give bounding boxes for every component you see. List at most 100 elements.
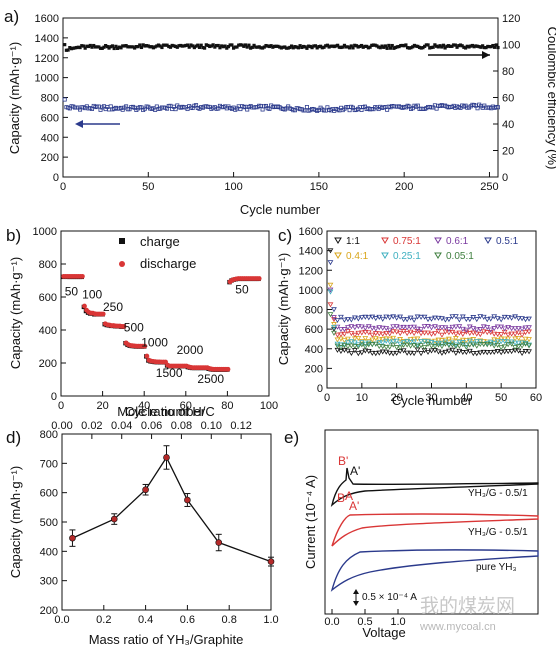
c-point-5	[494, 339, 501, 345]
a-efficiency-point	[221, 45, 225, 49]
a-efficiency-point	[121, 44, 125, 48]
a-efficiency-point	[254, 45, 258, 49]
c-point-4	[372, 336, 379, 342]
panel-c-x-ticks: 0 10 20 30 40 50 60	[324, 383, 542, 404]
c-point-4	[331, 322, 337, 328]
c-point-2	[484, 324, 491, 330]
a-efficiency-point	[127, 45, 132, 49]
panel-d-y-ticks: 200 300 400 500 600 700 800	[40, 429, 67, 617]
c-point-4	[327, 282, 334, 288]
a-efficiency-point	[173, 44, 178, 49]
c-point-1	[452, 331, 459, 337]
c-point-1	[338, 332, 344, 338]
a-efficiency-point	[131, 45, 135, 49]
c-point-4	[411, 336, 417, 342]
c-point-6	[331, 330, 337, 336]
c-point-1	[428, 331, 435, 337]
c-point-1	[512, 331, 518, 337]
d-data-point	[110, 515, 118, 523]
a-efficiency-point	[370, 43, 374, 47]
a-efficiency-point	[397, 44, 401, 49]
c-point-5	[432, 341, 438, 347]
a-efficiency-point	[438, 44, 442, 48]
panel-e-curve-navy	[330, 549, 539, 592]
a-ytick-label: 1400	[35, 33, 59, 45]
c-point-0	[512, 348, 518, 354]
a-efficiency-point	[491, 43, 495, 48]
a-efficiency-point	[225, 46, 229, 50]
a-efficiency-point	[259, 46, 263, 50]
a-efficiency-point	[185, 43, 190, 47]
d-ytick-label: 300	[40, 576, 58, 588]
c-point-3	[341, 317, 348, 323]
a-efficiency-point	[281, 45, 285, 49]
a-xtick-label: 250	[480, 181, 498, 193]
panel-c-label: c)	[278, 226, 292, 245]
c-point-3	[484, 317, 491, 323]
c-point-2	[456, 324, 463, 330]
c-point-5	[414, 342, 421, 348]
panel-e-peak-label-b: B	[337, 491, 345, 505]
c-xtick-label: 10	[356, 392, 368, 404]
d-ytick-label: 600	[40, 488, 58, 500]
a-efficiency-point	[469, 44, 473, 48]
a-efficiency-point	[220, 44, 224, 48]
d-x2tick-label: 0.08	[171, 420, 192, 432]
a-efficiency-point	[86, 44, 91, 49]
a-efficiency-point	[218, 46, 222, 50]
a-efficiency-point	[424, 43, 428, 47]
d-xtick-label: 0.8	[222, 614, 237, 626]
c-point-0	[355, 351, 362, 357]
a-efficiency-point	[452, 43, 456, 47]
panel-c-xlabel: Cycle number	[392, 393, 473, 408]
c-point-2	[480, 324, 487, 330]
c-point-4	[526, 337, 532, 343]
b-discharge-point	[100, 311, 106, 317]
d-data-point	[267, 558, 275, 565]
e-xtick-label: 0.5	[357, 616, 372, 628]
c-point-2	[407, 324, 414, 330]
c-point-5	[379, 340, 386, 346]
a-efficiency-point	[467, 45, 471, 49]
c-point-6	[348, 343, 355, 349]
c-point-2	[477, 327, 484, 333]
c-point-1	[351, 332, 358, 338]
c-point-3	[345, 317, 351, 323]
c-point-3	[432, 315, 438, 321]
c-point-1	[355, 330, 362, 336]
a-efficiency-point	[112, 46, 116, 51]
c-point-5	[421, 339, 428, 345]
a-efficiency-point	[201, 45, 205, 50]
c-point-5	[331, 324, 337, 330]
a-efficiency-point	[76, 45, 80, 49]
c-point-2	[512, 326, 518, 332]
c-ytick-label: 800	[305, 305, 323, 317]
panel-e-peak-label-a: A	[345, 489, 353, 503]
c-point-2	[404, 325, 411, 331]
c-point-5	[463, 342, 470, 348]
c-point-1	[439, 332, 445, 338]
c-point-3	[365, 315, 372, 321]
a-efficiency-point	[351, 46, 355, 50]
a-efficiency-point	[139, 45, 144, 50]
c-point-6	[386, 344, 393, 350]
a-efficiency-point	[235, 45, 239, 49]
panel-e-scale-bar-top	[353, 589, 359, 594]
c-xtick-label: 0	[324, 392, 330, 404]
c-point-2	[331, 315, 337, 321]
c-point-5	[526, 342, 532, 348]
a-efficiency-point	[252, 43, 256, 47]
c-point-2	[487, 327, 494, 333]
a-efficiency-point	[390, 43, 394, 48]
a-efficiency-point	[214, 43, 219, 48]
c-point-2	[508, 326, 515, 332]
a-efficiency-point	[295, 45, 299, 49]
a-efficiency-point	[172, 44, 176, 48]
a-efficiency-point	[83, 46, 87, 50]
c-point-0	[491, 349, 498, 355]
d-xtick-label: 0.4	[138, 614, 153, 626]
a-capacity-point	[62, 97, 67, 102]
c-point-5	[362, 341, 369, 347]
c-point-1	[404, 331, 411, 337]
c-point-5	[439, 341, 445, 347]
